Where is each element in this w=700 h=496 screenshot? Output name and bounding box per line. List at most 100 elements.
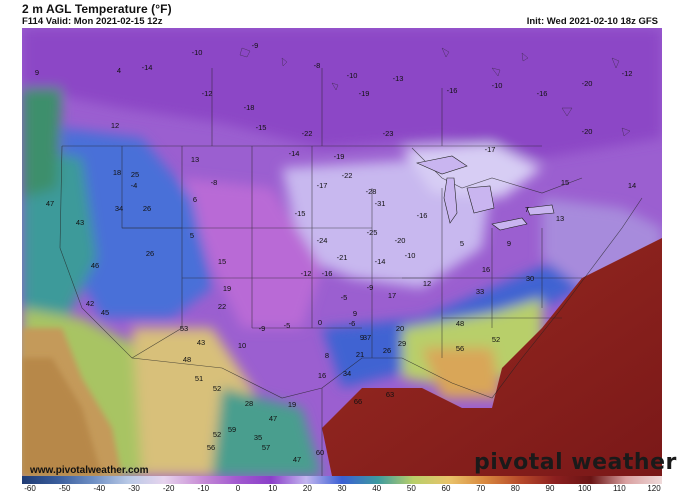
color-scale-tick-label: 40	[372, 484, 382, 493]
temperature-value-label: 22	[218, 302, 226, 311]
temperature-value-label: -24	[317, 236, 328, 245]
color-scale-tick-label: -10	[197, 484, 210, 493]
temperature-value-label: 16	[482, 265, 490, 274]
temperature-value-label: -5	[341, 293, 348, 302]
temperature-value-label: -9	[252, 41, 259, 50]
temperature-value-label: 43	[76, 218, 84, 227]
color-scale-tick-label: 120	[647, 484, 661, 493]
temperature-value-label: 12	[423, 279, 431, 288]
temperature-value-label: -4	[131, 181, 138, 190]
color-scale-tick-label: 70	[476, 484, 486, 493]
temperature-value-label: -25	[367, 228, 378, 237]
temperature-value-label: 63	[386, 390, 394, 399]
temperature-value-label: -16	[447, 86, 458, 95]
temperature-value-label: 48	[183, 355, 191, 364]
color-scale-tick-label: 10	[268, 484, 278, 493]
temperature-value-label: 53	[180, 324, 188, 333]
valid-time: F114 Valid: Mon 2021-02-15 12z	[22, 16, 163, 27]
temperature-value-label: -15	[295, 209, 306, 218]
temperature-value-label: 28	[245, 399, 253, 408]
temperature-value-label: -8	[211, 178, 218, 187]
temperature-value-label: 6	[193, 195, 197, 204]
color-scale-bar	[22, 476, 662, 484]
temperature-value-label: -12	[202, 89, 213, 98]
color-scale-tick-label: 100	[577, 484, 592, 493]
temperature-value-label: 8	[325, 351, 329, 360]
temperature-value-label: 45	[101, 308, 109, 317]
color-scale-tick-label: 30	[337, 484, 347, 493]
temperature-value-label: -9	[259, 324, 266, 333]
atlantic-gulf-warm-region	[322, 238, 662, 476]
temperature-value-label: 20	[396, 324, 404, 333]
temperature-value-label: -17	[317, 181, 328, 190]
temperature-value-label: 19	[223, 284, 231, 293]
temperature-value-label: 35	[254, 433, 262, 442]
temperature-value-label: 9	[353, 309, 357, 318]
temperature-value-label: 37	[363, 333, 371, 342]
temperature-value-label: 12	[111, 121, 119, 130]
temperature-value-label: -16	[322, 269, 333, 278]
temperature-value-label: -20	[582, 79, 593, 88]
temperature-value-label: 17	[388, 291, 396, 300]
political-borders	[59, 68, 643, 476]
site-watermark: www.pivotalweather.com	[30, 465, 149, 476]
temperature-value-label: -14	[142, 63, 153, 72]
temperature-value-label: 4	[117, 66, 121, 75]
map-canvas: -10-9-14 -8-12-18-19-10-15-22-13-16-10-16…	[22, 28, 662, 476]
temperature-value-label: -22	[302, 129, 313, 138]
temperature-value-label: -20	[582, 127, 593, 136]
temperature-value-label: -22	[342, 171, 353, 180]
temperature-value-label: 47	[46, 199, 54, 208]
temperature-value-label: -31	[375, 199, 386, 208]
temperature-value-label: -18	[244, 103, 255, 112]
color-scale-tick-label: -50	[58, 484, 71, 493]
color-scale-tick-label: 110	[612, 484, 626, 493]
temperature-value-label: 51	[195, 374, 203, 383]
temperature-value-label: 13	[191, 155, 199, 164]
temperature-value-label: -15	[256, 123, 267, 132]
temperature-value-label: 0	[318, 318, 322, 327]
temperature-value-label: -12	[622, 69, 633, 78]
temperature-value-label: -14	[375, 257, 386, 266]
temperature-value-label: -20	[395, 236, 406, 245]
color-scale-tick-label: -30	[128, 484, 140, 493]
temperature-value-label: 59	[228, 425, 236, 434]
temperature-value-label: -17	[485, 145, 496, 154]
temperature-value-label: -13	[393, 74, 404, 83]
temperature-value-label: 18	[113, 168, 121, 177]
color-scale-tick-label: -40	[93, 484, 106, 493]
temperature-value-label: 52	[492, 335, 500, 344]
color-scale-tick-label: 60	[441, 484, 451, 493]
temperature-value-label: 10	[238, 341, 246, 350]
temperature-value-label: 21	[356, 350, 364, 359]
temperature-value-label: 29	[398, 339, 406, 348]
temperature-value-label: 9	[507, 239, 511, 248]
temperature-value-label: 15	[561, 178, 569, 187]
temperature-value-label: 56	[456, 344, 464, 353]
temperature-value-label: 25	[131, 170, 139, 179]
temperature-value-label: -6	[349, 319, 356, 328]
temperature-value-label: 34	[343, 369, 351, 378]
temperature-value-label: -23	[383, 129, 394, 138]
temperature-map[interactable]: -10 -9 -14 -8 -12 -18 -19 -10 -15 -22 -13 -16 -10 -16…	[22, 28, 662, 476]
temperature-value-label: 5	[190, 231, 194, 240]
temperature-value-label: -28	[366, 187, 377, 196]
temperature-value-label: -5	[284, 321, 291, 330]
color-scale-tick-label: 90	[545, 484, 555, 493]
temperature-value-label: 47	[293, 455, 301, 464]
temperature-value-label: 15	[218, 257, 226, 266]
temperature-value-label: 9	[35, 68, 39, 77]
temperature-value-label: 26	[383, 346, 391, 355]
temperature-value-label: -10	[347, 71, 358, 80]
temperature-value-label: 34	[115, 204, 123, 213]
temperature-value-label: 42	[86, 299, 94, 308]
map-title: 2 m AGL Temperature (°F)	[22, 2, 172, 16]
brand-logo: pivotal weather	[474, 450, 677, 475]
temperature-value-label: 5	[460, 239, 464, 248]
temperature-value-label: 19	[288, 400, 296, 409]
temperature-value-label: -12	[301, 269, 312, 278]
temperature-value-label: 43	[197, 338, 205, 347]
color-scale-tick-label: -60	[24, 484, 36, 493]
temperature-value-label: 47	[269, 414, 277, 423]
temperature-value-label: 16	[318, 371, 326, 380]
